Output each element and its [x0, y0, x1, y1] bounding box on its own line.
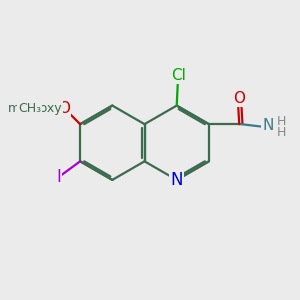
Text: O: O [233, 91, 245, 106]
Text: Cl: Cl [171, 68, 186, 82]
Text: H: H [277, 126, 286, 139]
Text: O: O [58, 101, 70, 116]
Text: I: I [56, 168, 61, 186]
Text: H: H [277, 115, 286, 128]
Text: N: N [170, 171, 183, 189]
Text: methoxy: methoxy [8, 102, 62, 115]
Text: CH₃: CH₃ [18, 102, 41, 115]
Text: N: N [262, 118, 274, 133]
